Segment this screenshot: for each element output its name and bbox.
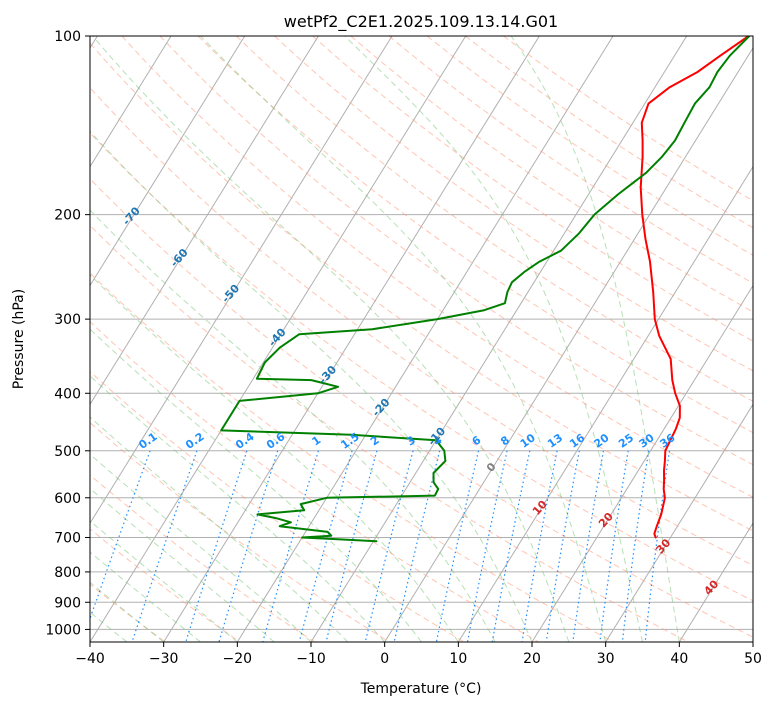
moist-adiabat-line (90, 416, 349, 642)
x-tick-label: −20 (223, 651, 253, 667)
x-tick-label: 30 (597, 651, 615, 667)
x-tick-label: 0 (380, 651, 389, 667)
mixing-ratio-line (131, 450, 198, 642)
dry-adiabat-line (90, 132, 753, 602)
dry-adiabat-line (90, 177, 753, 638)
dewpoint-profile-line (220, 36, 751, 543)
y-tick-label: 300 (54, 312, 81, 328)
dry-adiabat-line (388, 36, 753, 284)
dry-adiabat-line (90, 474, 315, 642)
moist-adiabat-line (200, 36, 607, 642)
x-tick-label: 10 (449, 651, 467, 667)
mixing-ratio-line (90, 450, 151, 621)
dry-adiabat-line (312, 36, 753, 342)
mixing-ratio-line (393, 450, 441, 642)
y-tick-label: 700 (54, 531, 81, 547)
moist-adiabat-line (90, 487, 275, 642)
x-tick-label: 20 (523, 651, 541, 667)
dry-adiabat-line (90, 321, 540, 642)
mixing-ratio-line (185, 450, 248, 642)
x-tick-label: 40 (670, 651, 688, 667)
x-axis-label: Temperature (°C) (360, 681, 482, 697)
y-tick-label: 100 (54, 29, 81, 45)
data-layer (220, 36, 751, 543)
y-tick-label: 600 (54, 491, 81, 507)
dry-adiabat-line (90, 370, 465, 642)
dry-adiabat-line (90, 421, 390, 642)
y-tick-label: 900 (54, 595, 81, 611)
dry-adiabat-line (90, 86, 753, 566)
grid-layer (90, 36, 753, 642)
moist-adiabat-line (90, 551, 201, 642)
isotherm-line (90, 36, 172, 168)
y-tick-label: 1000 (45, 622, 81, 638)
mixing-ratio-line (218, 450, 279, 642)
mixing-ratio-line (644, 450, 671, 642)
dry-adiabat-line (90, 272, 614, 642)
moist-adiabat-line (92, 36, 570, 642)
x-tick-label: −30 (149, 651, 179, 667)
isotherm-line (163, 36, 540, 642)
x-tick-label: −10 (296, 651, 326, 667)
mixing-ratio-line (466, 450, 508, 642)
isotherm-line (236, 36, 614, 642)
dry-adiabat-line (90, 42, 753, 532)
y-tick-label: 400 (54, 386, 81, 402)
plot-frame (89, 35, 754, 643)
moist-adiabat-line (90, 581, 164, 642)
mixing-ratio-line (435, 450, 480, 642)
y-axis-label: Pressure (hPa) (11, 289, 27, 389)
moist-adiabat-line (90, 453, 312, 642)
isotherm-line (90, 36, 246, 287)
moist-adiabat-line (344, 36, 643, 642)
mixing-ratio-line (325, 450, 378, 642)
x-tick-label: −40 (75, 651, 105, 667)
moist-adiabat-line (90, 328, 422, 642)
x-tick-label: 50 (744, 651, 762, 667)
y-tick-label: 500 (54, 444, 81, 460)
mixing-ratio-line (298, 450, 353, 642)
isotherm-line (90, 36, 467, 642)
isotherm-line (457, 165, 753, 642)
isotherm-line (90, 36, 393, 525)
mixing-ratio-line (262, 450, 319, 642)
temperature-profile-line (639, 36, 750, 539)
dry-adiabat-line (121, 36, 753, 498)
isotherm-line (384, 46, 753, 642)
y-tick-label: 800 (54, 565, 81, 581)
isotherm-line (678, 522, 753, 642)
moist-adiabat-line (90, 520, 238, 642)
chart-title: wetPf2_C2E1.2025.109.13.14.G01 (284, 12, 558, 32)
dry-adiabat-line (350, 36, 753, 313)
y-tick-label: 200 (54, 208, 81, 224)
moist-adiabat-line (90, 209, 496, 642)
isotherm-line (531, 284, 753, 642)
moist-adiabat-line (510, 36, 680, 642)
isotherm-line (605, 403, 753, 642)
isotherm-line (90, 36, 319, 406)
moist-adiabat-line (90, 274, 459, 642)
